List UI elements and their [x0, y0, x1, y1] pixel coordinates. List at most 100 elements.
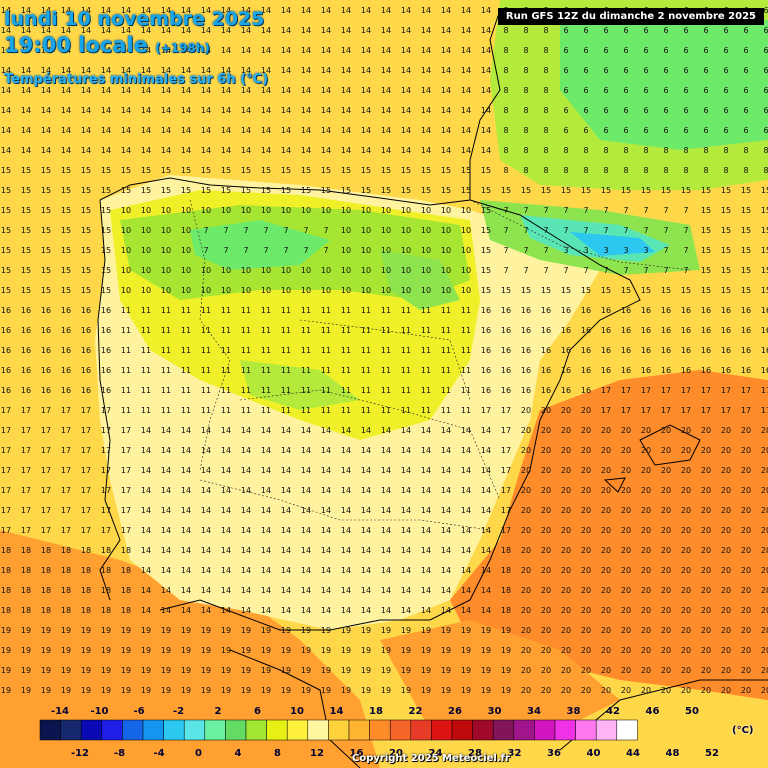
grid-value: 14: [381, 46, 391, 55]
grid-value: 20: [541, 626, 551, 635]
grid-value: 7: [503, 266, 508, 275]
grid-value: 14: [481, 66, 491, 75]
grid-value: 14: [181, 446, 191, 455]
grid-value: 6: [683, 46, 688, 55]
grid-value: 19: [401, 666, 411, 675]
grid-value: 6: [703, 106, 708, 115]
grid-value: 14: [201, 466, 211, 475]
grid-value: 15: [261, 166, 271, 175]
grid-value: 11: [141, 326, 151, 335]
grid-value: 11: [261, 386, 271, 395]
grid-value: 14: [481, 586, 491, 595]
grid-value: 15: [1, 166, 11, 175]
grid-value: 17: [41, 506, 51, 515]
grid-value: 11: [321, 346, 331, 355]
grid-value: 18: [21, 606, 31, 615]
grid-value: 10: [441, 286, 451, 295]
grid-value: 14: [261, 506, 271, 515]
grid-value: 14: [361, 426, 371, 435]
grid-value: 11: [401, 386, 411, 395]
grid-value: 7: [623, 266, 628, 275]
grid-value: 20: [701, 666, 711, 675]
grid-value: 8: [703, 166, 708, 175]
grid-value: 14: [81, 86, 91, 95]
grid-value: 11: [301, 366, 311, 375]
grid-value: 11: [241, 366, 251, 375]
grid-value: 19: [181, 646, 191, 655]
grid-value: 20: [661, 446, 671, 455]
grid-value: 10: [361, 206, 371, 215]
grid-value: 19: [101, 686, 111, 695]
legend-swatch: [122, 719, 144, 741]
grid-value: 20: [561, 606, 571, 615]
grid-value: 20: [761, 546, 768, 555]
grid-value: 11: [381, 346, 391, 355]
grid-value: 20: [761, 606, 768, 615]
grid-value: 19: [1, 686, 11, 695]
grid-value: 10: [121, 266, 131, 275]
grid-value: 14: [21, 6, 31, 15]
grid-value: 6: [623, 26, 628, 35]
grid-value: 20: [761, 586, 768, 595]
grid-value: 19: [281, 686, 291, 695]
grid-value: 19: [221, 686, 231, 695]
grid-value: 20: [701, 546, 711, 555]
grid-value: 20: [521, 526, 531, 535]
grid-value: 19: [121, 686, 131, 695]
grid-value: 17: [101, 506, 111, 515]
grid-value: 14: [401, 126, 411, 135]
grid-value: 8: [643, 146, 648, 155]
grid-value: 20: [641, 566, 651, 575]
legend-label-top: -10: [90, 706, 108, 717]
grid-value: 14: [441, 606, 451, 615]
grid-value: 15: [61, 166, 71, 175]
grid-value: 14: [101, 146, 111, 155]
grid-value: 8: [543, 126, 548, 135]
grid-value: 20: [721, 566, 731, 575]
grid-value: 14: [221, 586, 231, 595]
grid-value: 14: [421, 86, 431, 95]
grid-value: 16: [641, 326, 651, 335]
grid-value: 14: [121, 106, 131, 115]
grid-value: 10: [301, 206, 311, 215]
legend-swatch: [595, 719, 618, 741]
grid-value: 20: [561, 526, 571, 535]
grid-value: 18: [21, 546, 31, 555]
grid-value: 7: [223, 246, 228, 255]
grid-value: 15: [721, 286, 731, 295]
grid-value: 20: [761, 486, 768, 495]
grid-value: 11: [321, 306, 331, 315]
legend-label-top: 22: [409, 706, 423, 717]
grid-value: 14: [61, 46, 71, 55]
grid-value: 15: [101, 166, 111, 175]
grid-value: 19: [501, 666, 511, 675]
grid-value: 17: [61, 506, 71, 515]
grid-value: 17: [761, 406, 768, 415]
grid-value: 15: [81, 286, 91, 295]
grid-value: 14: [321, 66, 331, 75]
grid-value: 14: [321, 566, 331, 575]
grid-value: 16: [761, 346, 768, 355]
grid-value: 11: [301, 306, 311, 315]
grid-value: 19: [441, 646, 451, 655]
grid-value: 19: [441, 666, 451, 675]
grid-value: 15: [601, 286, 611, 295]
grid-value: 14: [441, 126, 451, 135]
grid-value: 16: [521, 366, 531, 375]
grid-value: 19: [501, 646, 511, 655]
grid-value: 20: [521, 626, 531, 635]
grid-value: 7: [543, 206, 548, 215]
grid-value: 15: [521, 186, 531, 195]
legend-swatch: [225, 719, 247, 741]
grid-value: 18: [501, 566, 511, 575]
grid-value: 17: [41, 406, 51, 415]
grid-value: 14: [141, 446, 151, 455]
grid-value: 17: [81, 486, 91, 495]
grid-value: 11: [121, 306, 131, 315]
grid-value: 14: [81, 66, 91, 75]
legend-label-bottom: 16: [350, 748, 364, 759]
grid-value: 14: [441, 586, 451, 595]
grid-value: 20: [601, 666, 611, 675]
grid-value: 14: [301, 26, 311, 35]
grid-value: 14: [261, 126, 271, 135]
